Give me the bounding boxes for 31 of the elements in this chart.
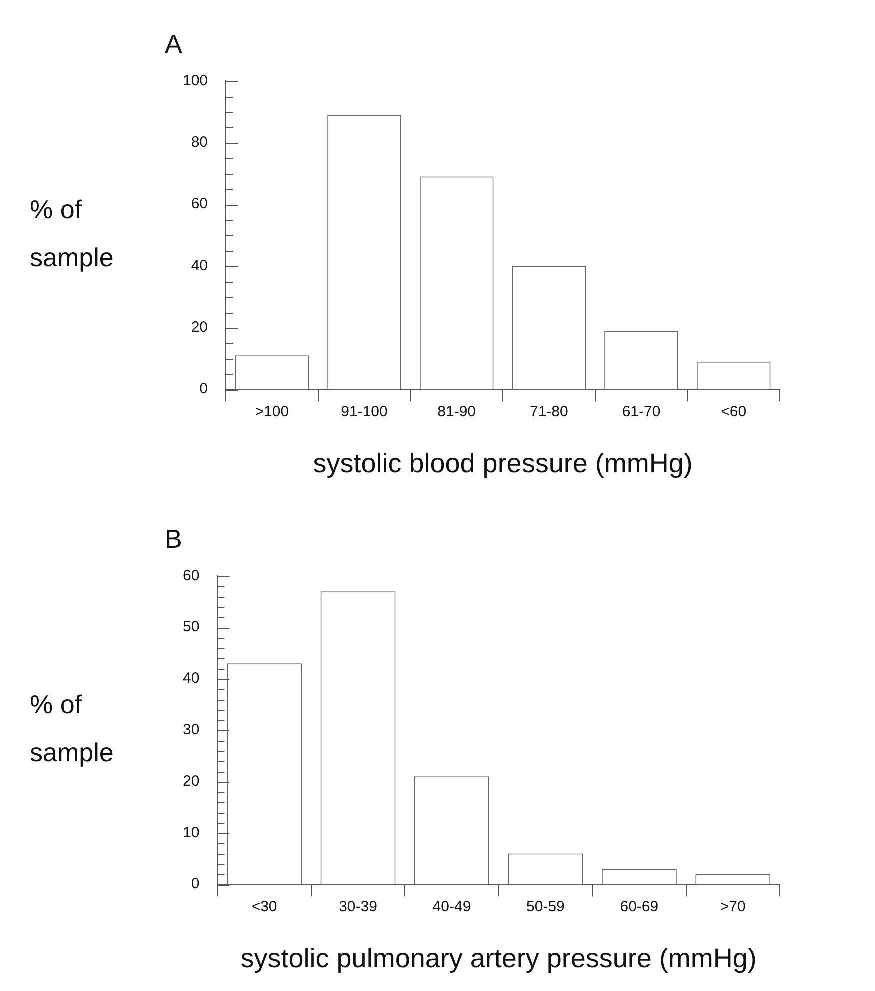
x-tick-label: >100 bbox=[255, 404, 290, 421]
x-tick-label: 30-39 bbox=[339, 898, 378, 916]
y-tick-label: 100 bbox=[182, 72, 208, 90]
y-tick-label: 10 bbox=[182, 824, 200, 842]
x-axis-title: systolic blood pressure (mmHg) bbox=[313, 448, 693, 478]
chart-title: B bbox=[165, 524, 182, 554]
y-tick-label: 0 bbox=[200, 380, 208, 398]
x-tick-label: 71-80 bbox=[530, 404, 568, 421]
y-tick-label: 80 bbox=[191, 134, 208, 152]
x-tick-label: 50-59 bbox=[526, 898, 565, 916]
x-tick-label: 60-69 bbox=[620, 898, 659, 916]
chart-title: A bbox=[165, 28, 183, 59]
x-tick-label: 81-90 bbox=[438, 404, 476, 421]
x-tick-label: <60 bbox=[721, 404, 747, 421]
y-tick-label: 20 bbox=[182, 772, 200, 790]
x-tick-label: <30 bbox=[252, 898, 278, 916]
x-axis-title: systolic pulmonary artery pressure (mmHg) bbox=[240, 943, 757, 974]
y-tick-label: 50 bbox=[182, 618, 200, 636]
y-tick-label: 20 bbox=[191, 319, 208, 336]
y-tick-label: 60 bbox=[191, 196, 208, 213]
y-tick-label: 60 bbox=[182, 567, 200, 584]
x-tick-label: 40-49 bbox=[432, 898, 472, 916]
y-tick-label: 30 bbox=[182, 722, 200, 739]
x-tick-label: 61-70 bbox=[622, 404, 661, 421]
y-tick-label: 0 bbox=[191, 876, 200, 893]
y-tick-label: 40 bbox=[182, 670, 200, 688]
y-axis-title: % of sample bbox=[30, 690, 114, 768]
x-tick-label: >70 bbox=[720, 898, 746, 916]
y-tick-label: 40 bbox=[191, 257, 208, 274]
x-tick-label: 91-100 bbox=[341, 404, 388, 421]
y-axis-title: % of sample bbox=[30, 194, 114, 273]
